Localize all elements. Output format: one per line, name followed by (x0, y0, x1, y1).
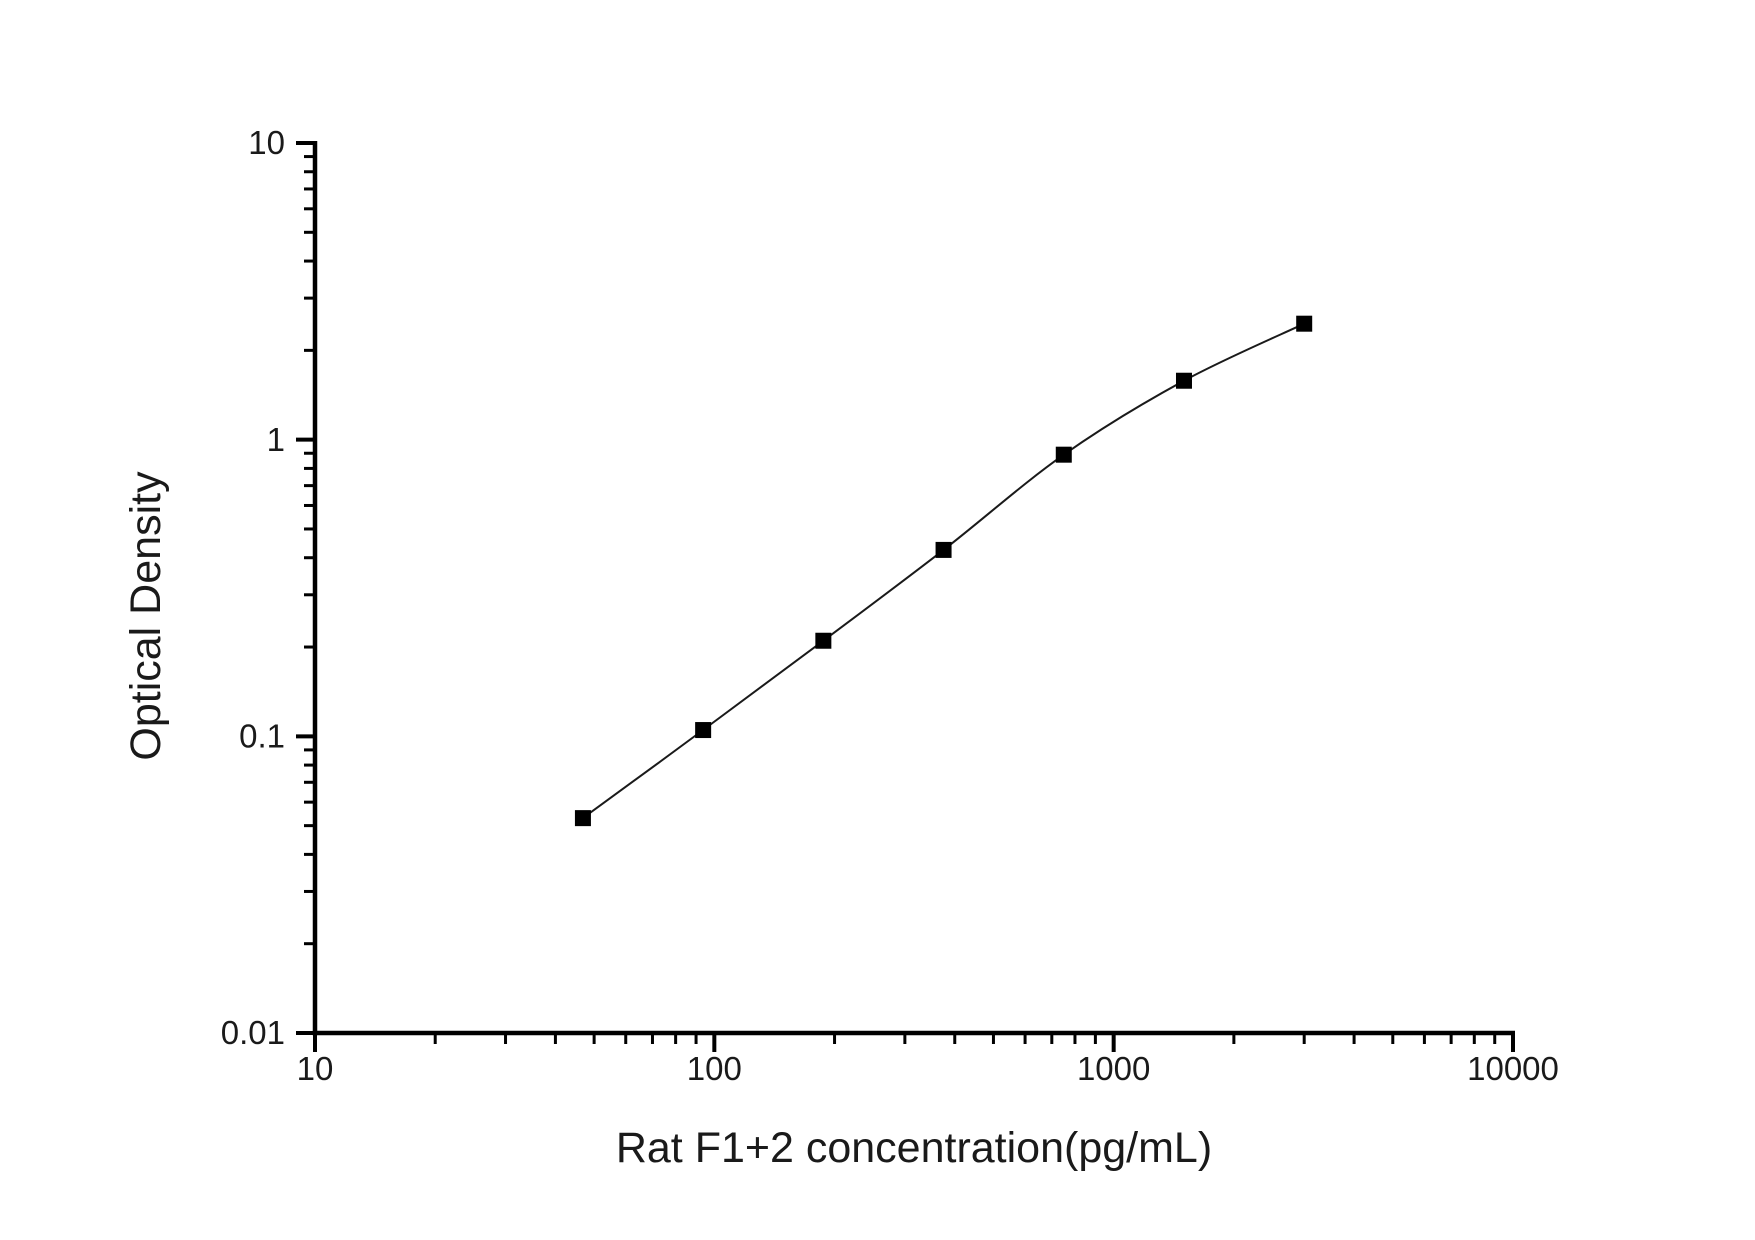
y-axis: 10 1 0.1 0.01 (221, 124, 318, 1051)
x-tick-label: 100 (687, 1050, 742, 1087)
data-point-marker (935, 541, 952, 558)
x-axis-title: Rat F1+2 concentration(pg/mL) (616, 1124, 1212, 1172)
data-point-marker (1296, 315, 1313, 332)
data-point-marker (695, 722, 712, 739)
data-point-marker (1175, 372, 1192, 389)
data-point-marker (815, 632, 832, 649)
series-line (582, 322, 1305, 819)
data-points (574, 315, 1313, 827)
y-tick-label: 1 (267, 421, 285, 458)
x-tick-label: 10000 (1467, 1050, 1559, 1087)
x-tick-label: 1000 (1077, 1050, 1150, 1087)
y-tick-label: 10 (248, 124, 285, 161)
data-point-marker (1055, 446, 1072, 463)
y-axis-title: Optical Density (122, 471, 170, 761)
x-axis: 10 100 1000 10000 (297, 1030, 1559, 1087)
data-point-marker (574, 810, 591, 827)
y-tick-label: 0.01 (221, 1014, 285, 1051)
x-tick-label: 10 (297, 1050, 334, 1087)
y-tick-label: 0.1 (239, 718, 285, 755)
